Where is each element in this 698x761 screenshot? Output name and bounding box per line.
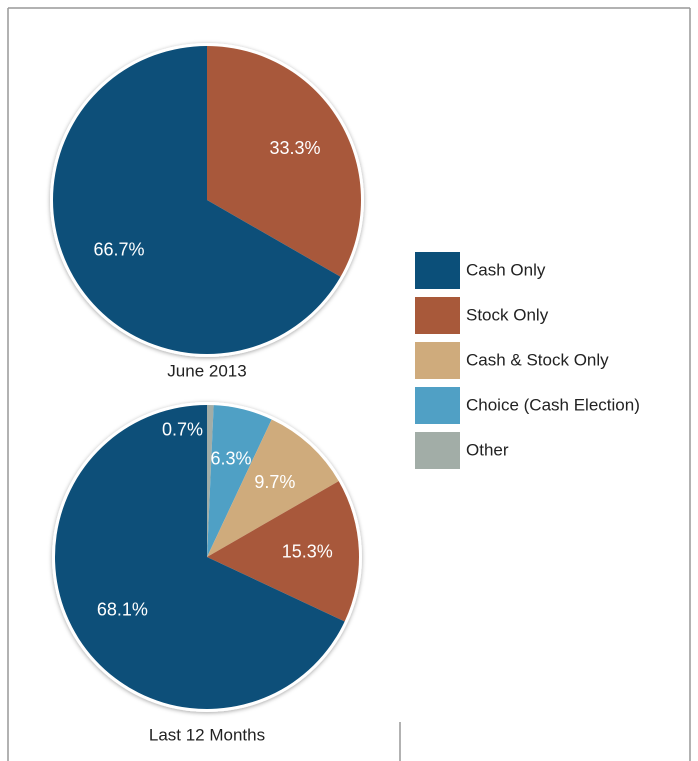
pie-slice [207,419,339,557]
value-label: 6.3% [210,448,251,468]
value-label: 33.3% [269,138,320,158]
legend-label: Cash & Stock Only [466,350,609,369]
pie-slice [54,405,345,709]
legend-swatch [415,387,460,424]
legend-swatch [415,432,460,469]
legend-label: Choice (Cash Election) [466,395,640,414]
pie-slice [207,405,214,557]
pie [50,43,364,357]
value-label: 66.7% [94,240,145,260]
legend-swatch [415,297,460,334]
value-label: 15.3% [282,542,333,562]
legend-label: Other [466,440,509,459]
pie-slice [207,481,359,622]
legend-swatch [415,342,460,379]
pie-slice [53,46,341,355]
pie-slice [207,405,272,557]
legend-swatch [415,252,460,289]
pie [52,402,362,712]
pie-title: Last 12 Months [149,725,265,744]
pie-slice [207,46,361,277]
value-label: 0.7% [162,420,203,440]
legend-label: Stock Only [466,305,549,324]
value-label: 68.1% [97,600,148,620]
pie-title: June 2013 [167,361,246,380]
value-label: 9.7% [254,472,295,492]
legend-label: Cash Only [466,260,546,279]
